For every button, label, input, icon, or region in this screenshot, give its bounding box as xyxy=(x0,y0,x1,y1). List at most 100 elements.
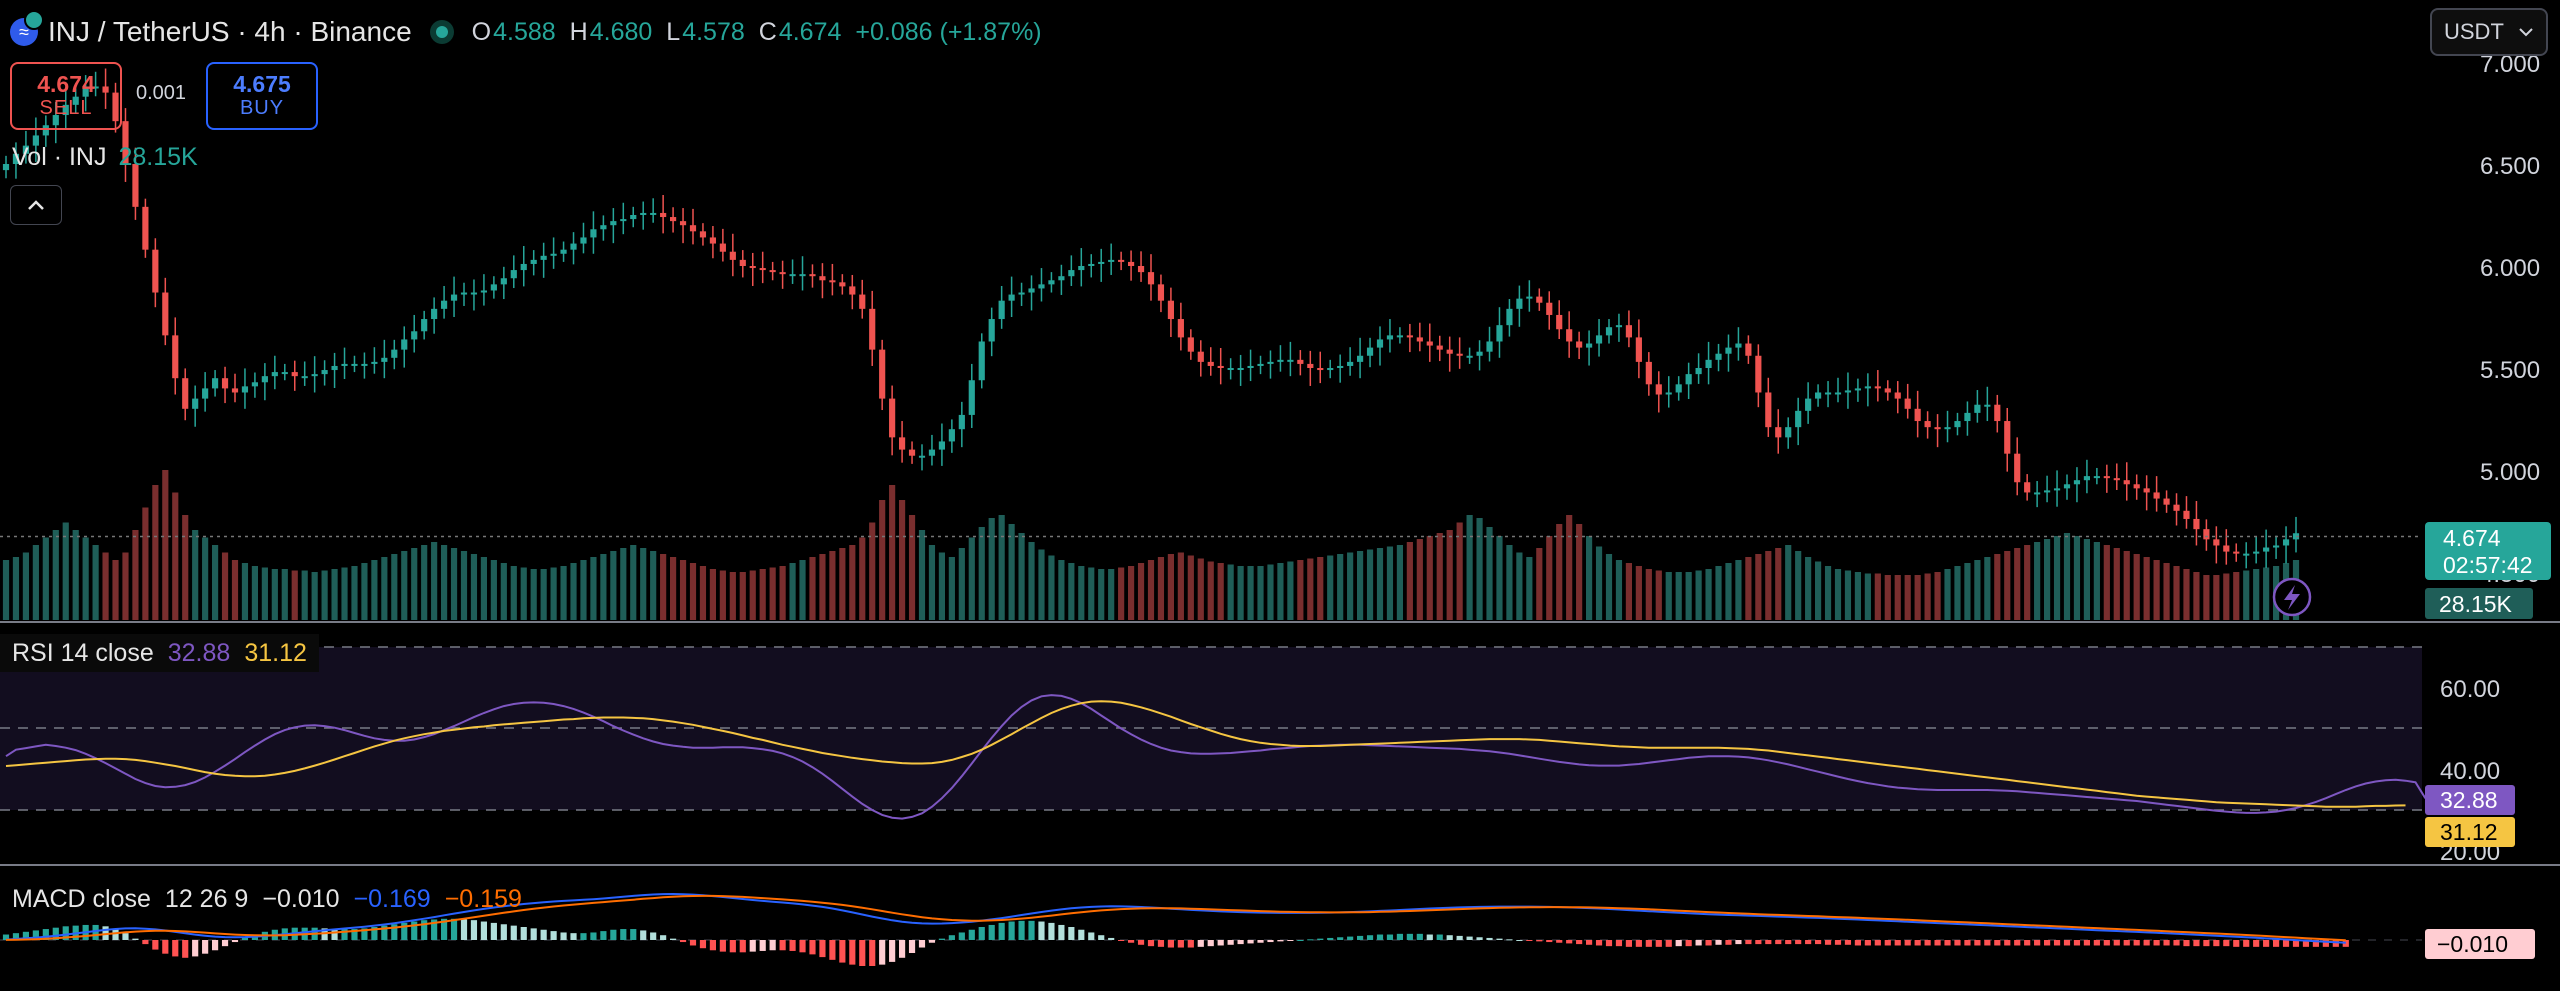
macd-histogram-bar xyxy=(699,940,707,949)
candle-body xyxy=(1994,404,2001,422)
volume-bar xyxy=(1187,555,1194,620)
volume-bar xyxy=(2243,570,2250,620)
candle-body xyxy=(1615,325,1623,328)
macd-histogram-bar xyxy=(879,940,886,965)
macd-histogram-bar xyxy=(948,935,955,940)
candle-body xyxy=(660,212,667,218)
macd-histogram-bar xyxy=(1526,940,1533,941)
candle-body xyxy=(2143,488,2150,493)
rsi-legend[interactable]: RSI 14 close 32.88 31.12 xyxy=(0,634,319,672)
volume-bar xyxy=(202,537,209,620)
macd-histogram-bar xyxy=(2233,940,2240,947)
volume-bar xyxy=(889,485,896,620)
currency-select[interactable]: USDT xyxy=(2430,8,2548,56)
candle-body xyxy=(859,294,866,309)
macd-histogram-bar xyxy=(1546,940,1553,943)
macd-histogram-bar xyxy=(2312,940,2319,947)
currency-select-value: USDT xyxy=(2444,19,2504,44)
macd-histogram-bar xyxy=(2024,940,2031,946)
volume-bar xyxy=(1785,545,1792,620)
macd-legend[interactable]: MACD close 12 26 9 −0.010 −0.169 −0.159 xyxy=(0,880,534,918)
macd-hist-legend-value: −0.010 xyxy=(262,884,340,913)
volume-legend[interactable]: Vol · INJ 28.15K xyxy=(12,143,198,172)
macd-histogram-bar xyxy=(92,924,99,940)
candle-body xyxy=(510,270,517,279)
volume-bar xyxy=(1625,563,1632,620)
price-tick: 6.000 xyxy=(2480,255,2540,282)
candle-body xyxy=(152,249,159,293)
macd-histogram-bar xyxy=(1974,940,1981,946)
macd-histogram-bar xyxy=(1327,937,1334,940)
macd-histogram-bar xyxy=(1058,924,1065,940)
volume-bar xyxy=(351,566,358,620)
market-status-icon[interactable] xyxy=(429,20,454,44)
candle-body xyxy=(1167,300,1174,320)
volume-bar xyxy=(719,570,726,620)
macd-histogram-bar xyxy=(1217,940,1224,946)
volume-bar xyxy=(331,569,338,620)
macd-histogram-bar xyxy=(2193,940,2200,947)
symbol-legend[interactable]: ≈ INJ / TetherUS · 4h · Binance O4.588 H… xyxy=(10,10,1042,52)
rsi-axis[interactable]: 60.00 40.00 20.00 32.88 31.12 xyxy=(2425,676,2515,866)
lightning-icon[interactable] xyxy=(2272,577,2312,617)
volume-bar xyxy=(530,569,537,620)
volume-bar xyxy=(1595,546,1603,620)
candle-body xyxy=(12,153,20,164)
macd-histogram-bar xyxy=(660,935,667,940)
volume-bar xyxy=(301,570,308,620)
candle-body xyxy=(1635,337,1642,362)
spread-value: 0.001 xyxy=(136,82,187,104)
macd-histogram-bar xyxy=(978,927,985,940)
macd-line-legend-value: −0.169 xyxy=(353,884,431,913)
candle-body xyxy=(1347,361,1354,366)
volume-bar xyxy=(2173,566,2180,620)
volume-bar xyxy=(1944,569,1951,620)
candle-body xyxy=(1864,386,1871,389)
macd-histogram-bar xyxy=(1765,940,1772,945)
symbol-title[interactable]: INJ / TetherUS · 4h · Binance xyxy=(48,16,412,47)
candle-body xyxy=(540,255,547,260)
macd-histogram-bar xyxy=(1207,940,1214,947)
volume-bar xyxy=(1277,563,1284,620)
collapse-legend-button[interactable] xyxy=(10,185,62,225)
candle-body xyxy=(212,378,219,389)
macd-histogram-bar xyxy=(421,920,428,940)
candle-body xyxy=(2014,453,2021,483)
volume-bar xyxy=(1486,527,1493,620)
macd-histogram-bar xyxy=(112,929,119,940)
macd-histogram-bar xyxy=(1446,935,1453,940)
macd-histogram-bar xyxy=(2103,940,2110,946)
volume-bar xyxy=(1556,524,1563,620)
volume-legend-label: Vol · INJ xyxy=(12,143,107,171)
candle-body xyxy=(441,300,448,309)
volume-bar xyxy=(2053,536,2061,620)
candle-body xyxy=(1824,392,1832,395)
volume-bar xyxy=(769,567,776,620)
candle-body xyxy=(221,378,229,389)
price-axis[interactable]: 7.000 6.500 6.000 5.500 5.000 4.500 4.67… xyxy=(2425,51,2551,619)
macd-histogram-bar xyxy=(1257,940,1264,943)
volume-bar xyxy=(1287,561,1294,620)
volume-bar xyxy=(112,560,119,620)
macd-histogram-bar xyxy=(1317,938,1324,940)
volume-bar xyxy=(709,569,716,620)
candle-body xyxy=(2,164,10,171)
macd-histogram-bar xyxy=(1695,940,1702,946)
candle-body xyxy=(480,290,487,293)
volume-bar xyxy=(1536,548,1543,620)
volume-bar xyxy=(1815,561,1822,620)
sell-button[interactable]: 4.674 SELL xyxy=(10,62,122,130)
buy-button[interactable]: 4.675 BUY xyxy=(206,62,318,130)
volume-legend-value: 28.15K xyxy=(118,143,198,171)
candle-body xyxy=(2093,476,2100,479)
volume-bar xyxy=(2143,557,2150,620)
candle-body xyxy=(271,372,278,377)
macd-histogram-bar xyxy=(500,924,507,940)
macd-axis[interactable]: −0.010 xyxy=(2425,929,2535,959)
volume-bar xyxy=(1446,530,1453,620)
ohlc-high-value: 4.680 xyxy=(589,17,653,46)
volume-bar xyxy=(500,563,507,620)
candle-body xyxy=(2034,492,2041,495)
